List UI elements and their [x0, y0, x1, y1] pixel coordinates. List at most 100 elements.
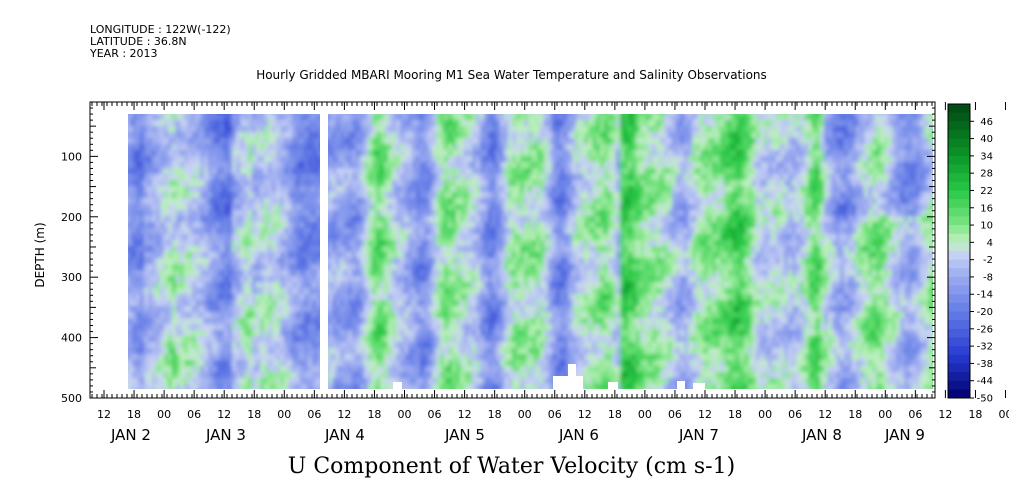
x-tick-label: 18	[968, 408, 982, 421]
x-tick-label: 00	[878, 408, 892, 421]
colorbar-bin	[948, 311, 970, 321]
colorbar-bin	[948, 389, 970, 399]
colorbar-bin	[948, 251, 970, 261]
colorbar-bin	[948, 129, 970, 140]
x-tick-label: 18	[127, 408, 141, 421]
data-gap	[677, 381, 685, 389]
x-date-label: JAN 4	[324, 426, 365, 444]
colorbar-bin	[948, 233, 970, 243]
colorbar-bin	[948, 259, 970, 269]
x-tick-label: 12	[578, 408, 592, 421]
x-date-label: JAN 6	[558, 426, 599, 444]
data-gap	[393, 382, 402, 390]
data-gap	[553, 376, 583, 390]
x-tick-label: 18	[608, 408, 622, 421]
x-axis-label: U Component of Water Velocity (cm s-1)	[287, 454, 736, 479]
chart-title: Hourly Gridded MBARI Mooring M1 Sea Wate…	[256, 68, 767, 82]
x-tick-label: 06	[908, 408, 922, 421]
x-tick-label: 00	[638, 408, 652, 421]
colorbar-label: 16	[980, 203, 993, 214]
x-tick-label: 06	[548, 408, 562, 421]
x-date-label: JAN 8	[801, 426, 842, 444]
x-axis-label-container: U Component of Water Velocity (cm s-1)	[0, 454, 1009, 479]
colorbar-label: 34	[980, 151, 993, 162]
x-date-label: JAN 9	[884, 426, 925, 444]
velocity-field	[128, 114, 933, 390]
colorbar: 46 40 34 28 22 16 10 4 -2 -8 -14 -20 -26 -32 -38 -44 -50	[947, 103, 993, 405]
colorbar-bin	[948, 337, 970, 347]
colorbar-label: 40	[980, 134, 993, 145]
colorbar-label: -2	[983, 255, 993, 266]
x-tick-label: 06	[788, 408, 802, 421]
colorbar-label: -38	[977, 359, 993, 370]
y-axis-label: DEPTH (m)	[33, 222, 47, 287]
colorbar-bin	[948, 121, 970, 131]
colorbar-bin	[948, 112, 970, 122]
x-tick-label: 12	[337, 408, 351, 421]
x-axis: 12 18 00 06 12 18 00 06 12 18 00 06 12 18 00 06 12 18 00 06…	[91, 102, 1009, 444]
colorbar-label: -14	[977, 290, 993, 301]
colorbar-label: -44	[977, 376, 993, 387]
x-tick-label: 12	[458, 408, 472, 421]
x-tick-label: 12	[217, 408, 231, 421]
colorbar-bin	[948, 328, 970, 338]
x-tick-label: 00	[999, 408, 1009, 421]
colorbar-label: -32	[977, 342, 993, 353]
x-tick-label: 00	[277, 408, 291, 421]
x-tick-label: 12	[698, 408, 712, 421]
x-tick-label: 00	[398, 408, 412, 421]
colorbar-bin	[948, 225, 970, 235]
colorbar-bin	[948, 104, 970, 114]
y-tick-label: 500	[61, 392, 82, 405]
colorbar-bin	[948, 302, 970, 313]
y-tick-label: 200	[61, 211, 82, 224]
field-segment-2	[328, 114, 933, 389]
x-tick-label: 06	[668, 408, 682, 421]
x-tick-label: 06	[187, 408, 201, 421]
x-tick-label: 12	[818, 408, 832, 421]
x-tick-label: 00	[518, 408, 532, 421]
colorbar-label: 4	[987, 238, 993, 249]
y-axis: 100 200 300 400 500	[61, 107, 935, 405]
colorbar-bin	[948, 380, 970, 390]
colorbar-bin	[948, 147, 970, 157]
colorbar-bin	[948, 216, 970, 226]
colorbar-label: 28	[980, 169, 993, 180]
x-tick-label: 06	[428, 408, 442, 421]
y-tick-label: 100	[61, 150, 82, 163]
data-gap	[693, 383, 705, 389]
data-gap	[608, 382, 618, 390]
x-tick-label: 18	[247, 408, 261, 421]
x-tick-label: 18	[367, 408, 381, 421]
x-tick-label: 18	[488, 408, 502, 421]
latitude-label: LATITUDE : 36.8N	[90, 35, 187, 48]
y-tick-label: 300	[61, 271, 82, 284]
x-date-label: JAN 7	[678, 426, 719, 444]
colorbar-bin	[948, 268, 970, 278]
colorbar-label: -50	[977, 394, 993, 405]
x-tick-label: 00	[758, 408, 772, 421]
colorbar-bin	[948, 155, 970, 166]
colorbar-label: 10	[980, 221, 993, 232]
metadata-block: LONGITUDE : 122W(-122) LATITUDE : 36.8N …	[90, 24, 231, 60]
x-date-label: JAN 2	[110, 426, 151, 444]
colorbar-bin	[948, 173, 970, 183]
x-tick-label: 12	[97, 408, 111, 421]
colorbar-bin	[948, 294, 970, 304]
x-tick-label: 00	[157, 408, 171, 421]
year-label: YEAR : 2013	[90, 47, 158, 60]
colorbar-label: 46	[980, 117, 993, 128]
x-tick-label: 18	[728, 408, 742, 421]
colorbar-label: -26	[977, 324, 993, 335]
colorbar-label: -20	[977, 307, 993, 318]
x-date-label: JAN 3	[205, 426, 246, 444]
field-segment-1	[128, 114, 320, 389]
colorbar-bin	[948, 138, 970, 148]
longitude-label: LONGITUDE : 122W(-122)	[90, 23, 231, 36]
x-tick-label: 12	[938, 408, 952, 421]
colorbar-bin	[948, 207, 970, 217]
x-tick-label: 06	[307, 408, 321, 421]
x-date-label: JAN 5	[444, 426, 485, 444]
colorbar-bin	[948, 372, 970, 382]
